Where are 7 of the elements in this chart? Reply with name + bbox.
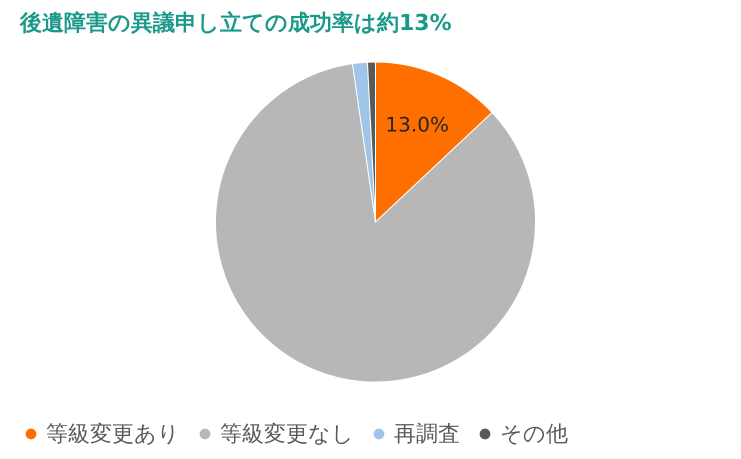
- pie-slice: [215, 63, 536, 382]
- legend-label: その他: [500, 422, 568, 447]
- legend-label: 再調査: [394, 422, 460, 447]
- legend-label: 等級変更あり: [46, 422, 180, 447]
- data-label: 13.0%: [385, 112, 449, 137]
- chart-title: 後遺障害の異議申し立ての成功率は約13%: [19, 10, 452, 36]
- legend-label: 等級変更なし: [220, 422, 354, 447]
